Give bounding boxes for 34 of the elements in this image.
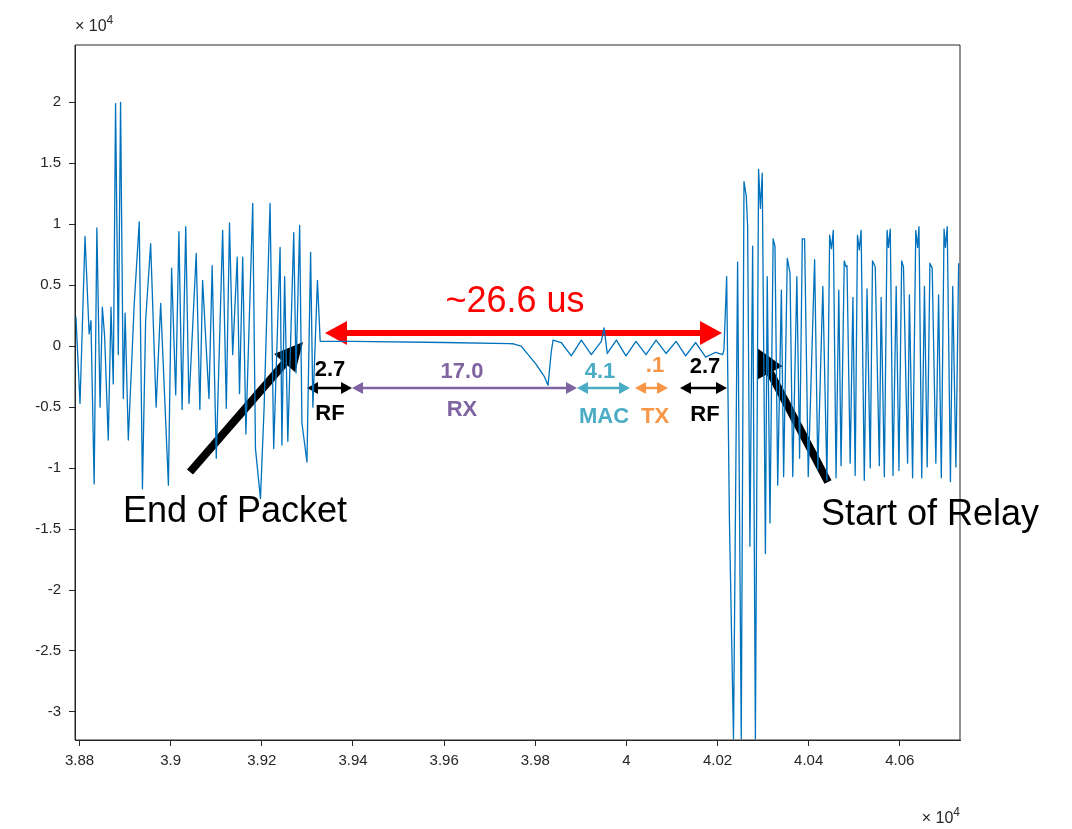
- y-tick-label: 0.5: [40, 275, 61, 293]
- annotation: ~26.6 us: [445, 278, 585, 320]
- annotation: 17.0: [440, 358, 484, 384]
- x-tick-label: 4.02: [702, 751, 733, 769]
- x-tick-label: 3.92: [247, 751, 277, 769]
- annotation: TX: [640, 403, 670, 429]
- x-tick-label: 4.04: [794, 751, 824, 769]
- y-tick-label: -2.5: [35, 641, 61, 659]
- x-tick-label: 4: [622, 751, 631, 769]
- x-tick-label: 3.96: [429, 751, 459, 769]
- annotation: RF: [690, 401, 720, 427]
- y-tick-label: -1.5: [35, 519, 61, 537]
- annotation: RX: [446, 396, 478, 422]
- x-tick-label: 3.98: [520, 751, 550, 769]
- annotation: End of Packet: [122, 488, 348, 530]
- annotation: 4.1: [584, 358, 616, 384]
- x-tick-label: 3.9: [160, 751, 182, 769]
- x-tick-label: 3.94: [338, 751, 368, 769]
- annotation: .1: [645, 352, 665, 378]
- y-tick-label: 0: [52, 336, 61, 354]
- x-tick-label: 3.88: [64, 751, 95, 769]
- y-tick-label: -0.5: [35, 397, 61, 415]
- y-tick-label: -2: [47, 580, 61, 598]
- y-tick-label: -3: [47, 702, 61, 720]
- annotation: Start of Relay: [820, 491, 1040, 533]
- y-tick-label: 1.5: [40, 153, 61, 171]
- y-tick-label: 1: [52, 214, 61, 232]
- y-tick-label: 2: [52, 92, 61, 110]
- annotation: RF: [315, 400, 345, 426]
- annotation: 2.7: [314, 356, 346, 382]
- annotation: 2.7: [689, 353, 721, 379]
- annotation: MAC: [578, 403, 630, 429]
- x-tick-label: 4.06: [885, 751, 915, 769]
- y-tick-label: -1: [47, 458, 61, 476]
